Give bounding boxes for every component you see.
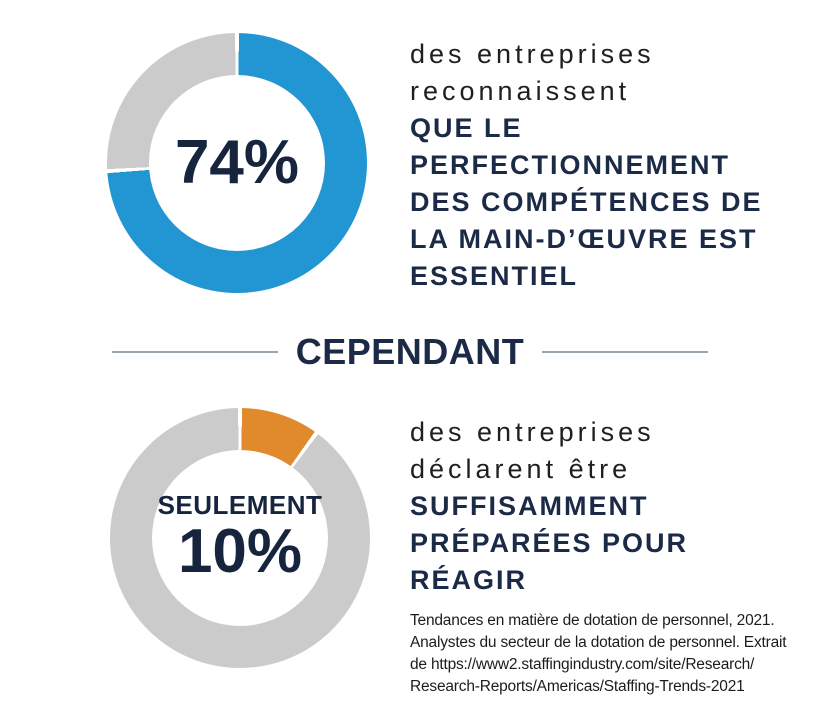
source-citation: Tendances en matière de dotation de pers… bbox=[410, 610, 815, 698]
divider-line-right bbox=[542, 351, 709, 353]
top-light-line-1: des entreprises bbox=[410, 39, 655, 69]
top-bold-line-4: LA MAIN-D’ŒUVRE EST bbox=[410, 224, 758, 254]
bottom-bold-line-2: PRÉPARÉES POUR bbox=[410, 528, 689, 558]
citation-line-4: Research-Reports/Americas/Staffing-Trend… bbox=[410, 678, 745, 695]
divider-label: CEPENDANT bbox=[295, 331, 525, 372]
top-bold-line-5: ESSENTIEL bbox=[410, 261, 579, 291]
bottom-bold-line-1: SUFFISAMMENT bbox=[410, 491, 649, 521]
bottom-light-line-1: des entreprises bbox=[410, 417, 655, 447]
citation-line-1: Tendances en matière de dotation de pers… bbox=[410, 612, 775, 629]
donut-74-center-label: 74% bbox=[174, 127, 300, 197]
donut-10-center-label: 10% bbox=[177, 517, 303, 587]
citation-line-2: Analystes du secteur de la dotation de p… bbox=[410, 634, 787, 651]
bottom-bold-line-3: RÉAGIR bbox=[410, 565, 528, 595]
donut-chart-74-percent: 74% bbox=[107, 33, 367, 293]
donut-chart-10-percent: SEULEMENT 10% bbox=[110, 408, 370, 668]
citation-line-3: de https://www2.staffingindustry.com/sit… bbox=[410, 656, 755, 673]
top-text-block: des entreprises reconnaissent QUE LE PER… bbox=[410, 36, 763, 295]
bottom-text-block: des entreprises déclarent être SUFFISAMM… bbox=[410, 414, 688, 599]
donut-10-seulement-label: SEULEMENT bbox=[157, 490, 323, 521]
divider-line-left bbox=[111, 351, 278, 353]
top-bold-line-3: DES COMPÉTENCES DE bbox=[410, 187, 763, 217]
top-light-line-2: reconnaissent bbox=[410, 76, 631, 106]
donut-74-hole: 74% bbox=[148, 74, 326, 252]
cependant-divider: CEPENDANT bbox=[0, 332, 820, 372]
donut-10-hole: SEULEMENT 10% bbox=[151, 449, 329, 627]
top-bold-line-2: PERFECTIONNEMENT bbox=[410, 150, 731, 180]
top-bold-line-1: QUE LE bbox=[410, 113, 523, 143]
bottom-light-line-2: déclarent être bbox=[410, 454, 632, 484]
